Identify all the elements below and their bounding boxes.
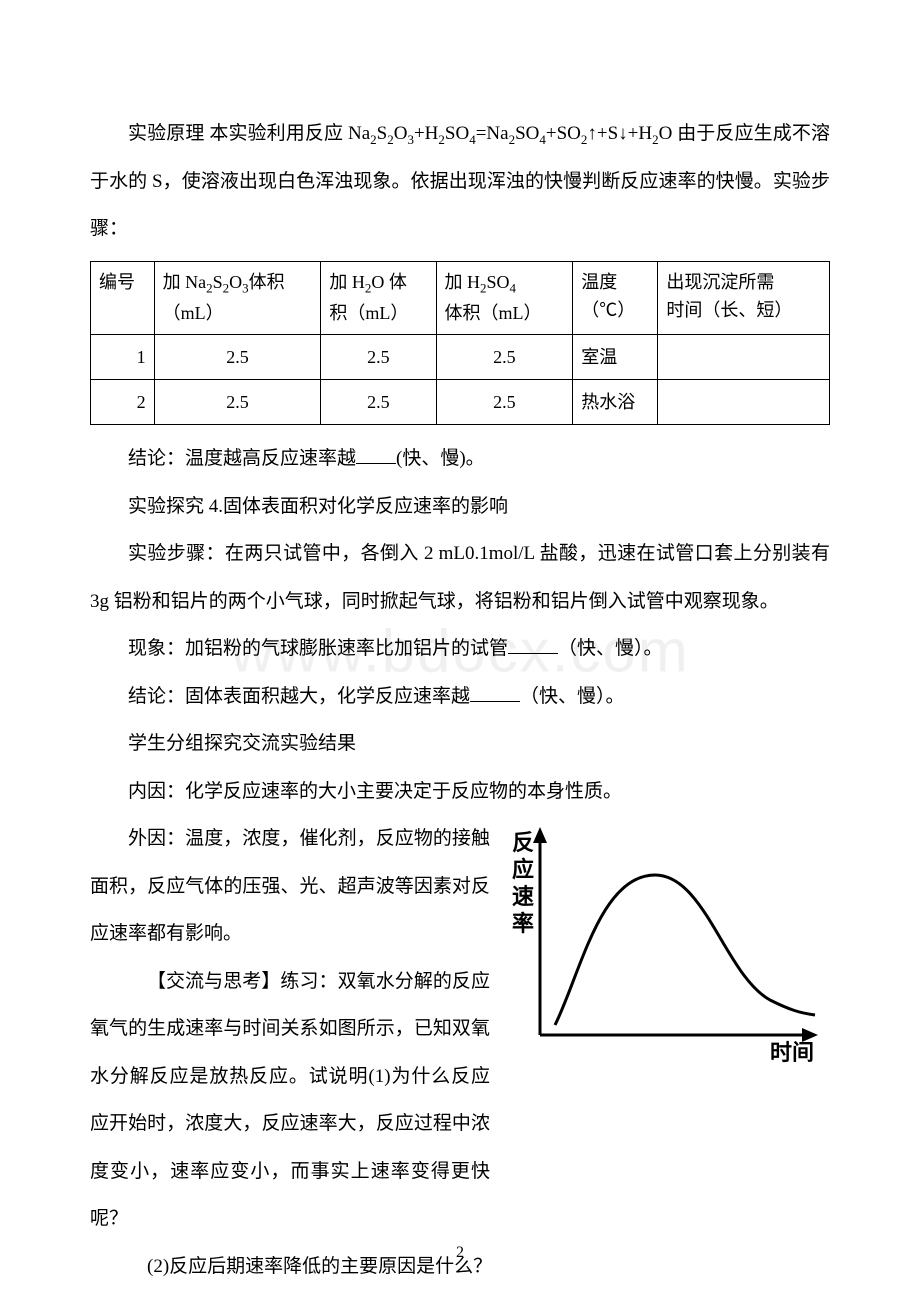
paragraph-principle: 实验原理 本实验利用反应 Na2S2O3+H2SO4=Na2SO4+SO2↑+S…	[90, 110, 830, 253]
cell: 2.5	[436, 380, 573, 425]
text: （快、慢）。	[520, 686, 625, 707]
experiment-table: 编号 加 Na2S2O3体积（mL） 加 H2O 体积（mL） 加 H2SO4体…	[90, 261, 830, 426]
cell: 2.5	[154, 334, 321, 379]
text: 加 H	[445, 272, 481, 292]
rate-curve	[555, 875, 815, 1025]
paragraph-experiment4-title: 实验探究 4.固体表面积对化学反应速率的影响	[90, 483, 830, 531]
text: SO	[515, 123, 539, 144]
paragraph-conclusion-area: 结论：固体表面积越大，化学反应速率越 （快、慢）。	[90, 673, 830, 721]
text: （mL）	[163, 303, 224, 323]
text: 体积	[249, 272, 285, 292]
reaction-rate-chart: 反 应 速 率 时间	[490, 815, 830, 1080]
header-col3: 加 H2O 体积（mL）	[321, 261, 436, 334]
text: O 体	[371, 272, 407, 292]
table-header-row: 编号 加 Na2S2O3体积（mL） 加 H2O 体积（mL） 加 H2SO4体…	[91, 261, 830, 334]
text: 体积（mL）	[445, 303, 542, 323]
text: （快、慢）。	[558, 638, 663, 659]
cell: 2	[91, 380, 155, 425]
sub: 4	[510, 280, 517, 295]
cell: 2.5	[436, 334, 573, 379]
x-axis-label: 时间	[770, 1040, 814, 1065]
text: SO	[445, 123, 469, 144]
header-col1: 编号	[91, 261, 155, 334]
text: =Na	[476, 123, 509, 144]
y-axis-label-char: 应	[512, 857, 534, 882]
fill-blank	[508, 635, 558, 654]
text: 实验原理 本实验利用反应 Na	[128, 123, 370, 144]
text: 加 Na	[163, 272, 207, 292]
cell: 热水浴	[573, 380, 658, 425]
paragraph-conclusion-temp: 结论：温度越高反应速率越 (快、慢)。	[90, 435, 830, 483]
paragraph-steps: 实验步骤：在两只试管中，各倒入 2 mL0.1mol/L 盐酸，迅速在试管口套上…	[90, 530, 830, 625]
y-axis-arrow-icon	[533, 827, 547, 843]
header-col6: 出现沉淀所需时间（长、短）	[658, 261, 830, 334]
header-col2: 加 Na2S2O3体积（mL）	[154, 261, 321, 334]
text: 温度	[581, 272, 617, 292]
text: +H	[414, 123, 438, 144]
text: 现象：加铝粉的气球膨胀速率比加铝片的试管	[128, 638, 508, 659]
paragraph-phenomenon: 现象：加铝粉的气球膨胀速率比加铝片的试管 （快、慢）。	[90, 625, 830, 673]
text: S	[213, 272, 223, 292]
y-axis-label-char: 率	[512, 911, 534, 936]
table-row: 2 2.5 2.5 2.5 热水浴	[91, 380, 830, 425]
text: 出现沉淀所需	[666, 272, 774, 292]
text: S	[377, 123, 388, 144]
cell: 室温	[573, 334, 658, 379]
text: SO	[487, 272, 510, 292]
paragraph-group: 学生分组探究交流实验结果	[90, 720, 830, 768]
fill-blank	[470, 683, 520, 702]
text: 积（mL）	[329, 303, 408, 323]
cell: 1	[91, 334, 155, 379]
text: +SO	[546, 123, 581, 144]
y-axis-label-char: 速	[512, 884, 534, 909]
text: (快、慢)。	[396, 448, 485, 469]
header-col4: 加 H2SO4体积（mL）	[436, 261, 573, 334]
text: 时间（长、短）	[666, 300, 792, 320]
text: O	[394, 123, 408, 144]
cell	[658, 334, 830, 379]
text: O	[229, 272, 242, 292]
text: 结论：固体表面积越大，化学反应速率越	[128, 686, 470, 707]
table-row: 1 2.5 2.5 2.5 室温	[91, 334, 830, 379]
text: （℃）	[581, 300, 635, 320]
cell: 2.5	[154, 380, 321, 425]
y-axis-label-char: 反	[512, 830, 534, 855]
text: 结论：温度越高反应速率越	[128, 448, 356, 469]
cell: 2.5	[321, 380, 436, 425]
cell	[658, 380, 830, 425]
fill-blank	[356, 445, 396, 464]
cell: 2.5	[321, 334, 436, 379]
page-number: 2	[456, 1244, 464, 1262]
text: ↑+S↓+H	[587, 123, 652, 144]
paragraph-internal-cause: 内因：化学反应速率的大小主要决定于反应物的本身性质。	[90, 768, 830, 816]
header-col5: 温度 （℃）	[573, 261, 658, 334]
paragraph-external-cause: 外因：温度，浓度，催化剂，反应物的接触面积，反应气体的压强、光、超声波等因素对反…	[90, 815, 490, 958]
paragraph-exercise: 【交流与思考】练习：双氧水分解的反应氧气的生成速率与时间关系如图所示，已知双氧水…	[90, 958, 490, 1243]
text: 加 H	[329, 272, 365, 292]
